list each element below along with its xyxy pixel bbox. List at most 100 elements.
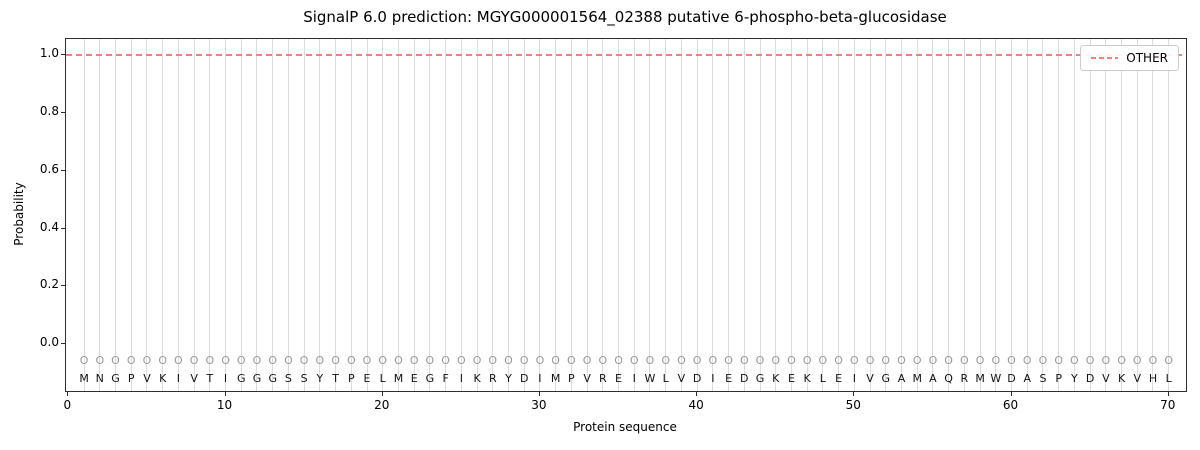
sequence-letter: A xyxy=(929,371,937,385)
y-tick-mark xyxy=(61,112,65,114)
gridline xyxy=(413,39,415,391)
sequence-letter: S xyxy=(1039,371,1047,385)
gridline xyxy=(790,39,792,391)
prediction-marker: O xyxy=(174,354,183,368)
gridline xyxy=(162,39,164,391)
sequence-letter: V xyxy=(1102,371,1110,385)
prediction-marker: O xyxy=(409,354,419,368)
prediction-marker: O xyxy=(991,354,1001,368)
sequence-letter: L xyxy=(819,371,826,385)
prediction-marker: O xyxy=(802,354,812,368)
gridline xyxy=(130,39,132,391)
sequence-letter: P xyxy=(347,371,355,385)
sequence-letter: R xyxy=(960,371,969,385)
sequence-letter: V xyxy=(143,371,151,385)
gridline xyxy=(1089,39,1091,391)
prediction-marker: O xyxy=(519,354,529,368)
gridline xyxy=(1042,39,1044,391)
prediction-marker: O xyxy=(818,354,828,368)
x-tick-label: 20 xyxy=(374,398,390,412)
prediction-marker: O xyxy=(362,354,372,368)
gridline xyxy=(995,39,997,391)
prediction-marker: O xyxy=(614,354,623,368)
gridline xyxy=(1168,39,1170,391)
prediction-marker: O xyxy=(488,354,498,368)
sequence-letter: E xyxy=(363,371,371,385)
prediction-marker: O xyxy=(158,354,168,368)
prediction-marker: O xyxy=(394,354,403,368)
sequence-letter: D xyxy=(519,371,529,385)
x-tick-mark xyxy=(224,392,226,396)
gridline xyxy=(209,39,211,391)
chart-title: SignalP 6.0 prediction: MGYG000001564_02… xyxy=(303,8,947,26)
prediction-marker: O xyxy=(960,354,969,368)
sequence-letter: R xyxy=(488,371,497,385)
sequence-letter: M xyxy=(975,371,985,385)
gridline xyxy=(287,39,289,391)
y-tick-label: 0.6 xyxy=(39,161,59,176)
sequence-letter: I xyxy=(852,371,856,385)
prediction-marker: O xyxy=(1148,354,1158,368)
prediction-marker: O xyxy=(834,354,843,368)
gridline xyxy=(240,39,242,391)
gridline xyxy=(602,39,604,391)
y-tick-mark xyxy=(61,227,65,229)
sequence-letter: R xyxy=(598,371,607,385)
x-tick-mark xyxy=(853,392,855,396)
gridline xyxy=(759,39,761,391)
prediction-marker: O xyxy=(1054,354,1064,368)
prediction-marker: O xyxy=(629,354,639,368)
gridline xyxy=(366,39,368,391)
sequence-letter: F xyxy=(442,371,449,385)
prediction-marker: O xyxy=(1022,354,1032,368)
gridline xyxy=(979,39,981,391)
y-tick-mark xyxy=(61,342,65,344)
prediction-marker: O xyxy=(1070,354,1079,368)
sequence-letter: V xyxy=(866,371,874,385)
sequence-letter: E xyxy=(410,371,418,385)
sequence-letter: D xyxy=(740,371,749,385)
gridline xyxy=(900,39,902,391)
sequence-letter: H xyxy=(1148,371,1158,385)
gridline xyxy=(350,39,352,391)
prediction-marker: O xyxy=(142,354,152,368)
prediction-marker: O xyxy=(755,354,765,368)
prediction-marker: O xyxy=(472,354,482,368)
sequence-letter: L xyxy=(662,371,669,385)
prediction-marker: O xyxy=(252,354,262,368)
prediction-marker: O xyxy=(346,354,356,368)
prediction-marker: O xyxy=(912,354,922,368)
gridline xyxy=(728,39,730,391)
gridline xyxy=(507,39,509,391)
prediction-marker: O xyxy=(897,354,906,368)
gridline xyxy=(429,39,431,391)
prediction-marker: O xyxy=(95,354,105,368)
gridline xyxy=(586,39,588,391)
prediction-marker: O xyxy=(331,354,340,368)
prediction-marker: O xyxy=(928,354,938,368)
y-tick-label: 0.0 xyxy=(39,334,59,349)
sequence-letter: E xyxy=(725,371,733,385)
gridline xyxy=(775,39,777,391)
sequence-letter: L xyxy=(1165,371,1172,385)
prediction-marker: O xyxy=(268,354,278,368)
x-tick-label: 40 xyxy=(688,398,704,412)
prediction-marker: O xyxy=(881,354,891,368)
prediction-marker: O xyxy=(739,354,749,368)
prediction-marker: O xyxy=(456,354,466,368)
sequence-letter: T xyxy=(332,371,339,385)
sequence-letter: G xyxy=(111,371,120,385)
x-tick-mark xyxy=(1167,392,1169,396)
sequence-letter: A xyxy=(1023,371,1031,385)
prediction-marker: O xyxy=(425,354,435,368)
gridline xyxy=(1105,39,1107,391)
prediction-marker: O xyxy=(1101,354,1111,368)
gridline xyxy=(743,39,745,391)
sequence-letter: K xyxy=(772,371,780,385)
y-tick-label: 1.0 xyxy=(39,46,59,61)
prediction-marker: O xyxy=(299,354,309,368)
sequence-letter: Y xyxy=(1071,371,1078,385)
sequence-letter: V xyxy=(677,371,686,385)
sequence-letter: K xyxy=(473,371,481,385)
prediction-marker: O xyxy=(787,354,796,368)
